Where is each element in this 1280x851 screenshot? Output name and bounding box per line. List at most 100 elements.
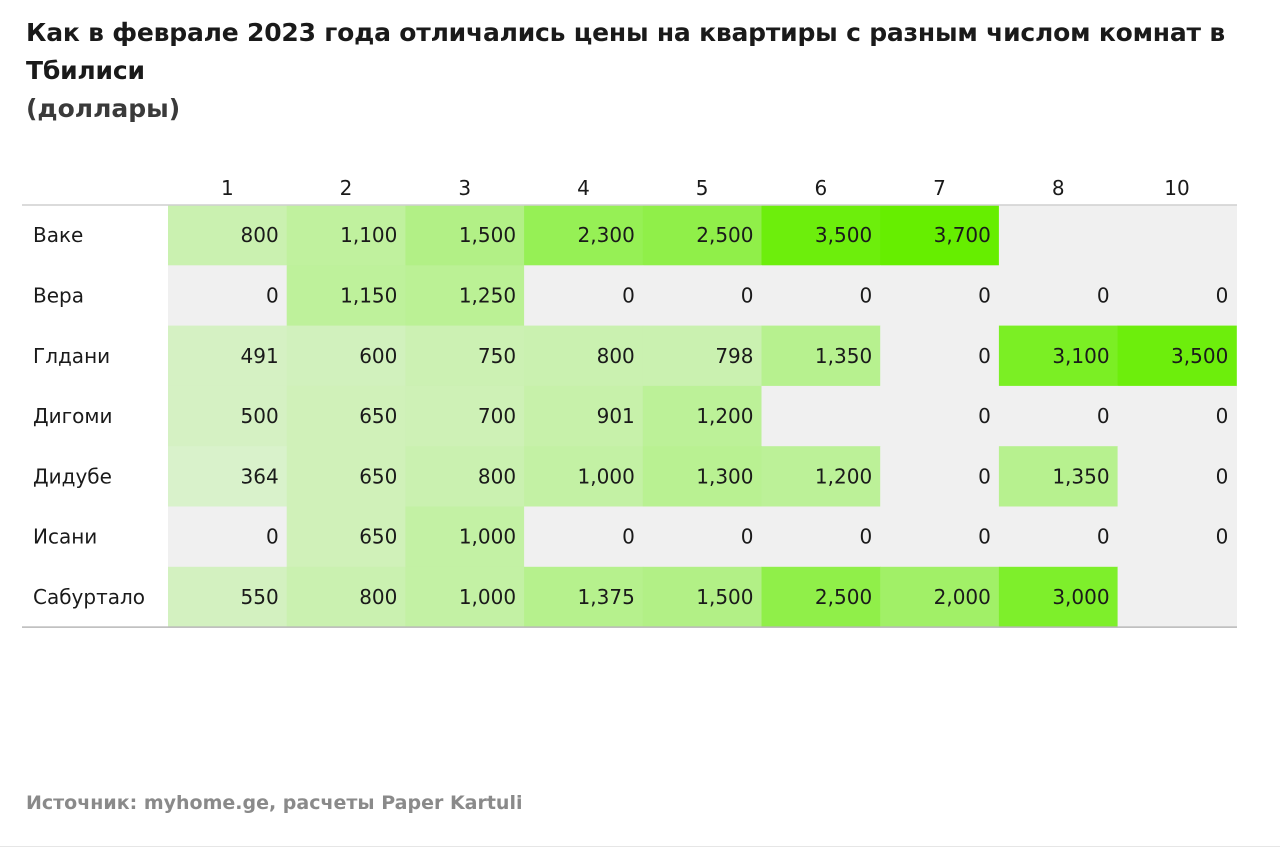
- cell-value: 3,500: [815, 223, 872, 247]
- cell-value: 1,350: [815, 344, 872, 368]
- cell-value: 1,375: [578, 585, 635, 609]
- heatmap-cell: [761, 385, 881, 447]
- heatmap-cell: [1117, 205, 1237, 266]
- heatmap-cell: [880, 446, 1000, 507]
- cell-value: 1,500: [459, 223, 516, 247]
- heatmap-cell: [1117, 385, 1237, 447]
- heatmap-cell: [998, 205, 1119, 266]
- column-header: 1: [221, 176, 234, 200]
- cell-value: 0: [1216, 404, 1229, 428]
- row-label: Глдани: [33, 344, 110, 368]
- heatmap-cell: [524, 325, 644, 387]
- row-label: Дигоми: [33, 404, 112, 428]
- heatmap-cell: [642, 265, 762, 327]
- heatmap-cell: [880, 205, 1000, 266]
- heatmap-cell: [998, 325, 1119, 387]
- heatmap-cell: [524, 506, 644, 568]
- cell-value: 2,300: [578, 223, 635, 247]
- heatmap-cell: [524, 205, 644, 266]
- heatmap-cell: [998, 265, 1119, 327]
- row-label: Ваке: [33, 223, 83, 247]
- cell-value: 1,250: [459, 283, 516, 307]
- heatmap-cell: [405, 325, 525, 387]
- cell-value: 0: [622, 525, 635, 549]
- heatmap-cell: [761, 325, 881, 387]
- row-label: Сабуртало: [33, 585, 145, 609]
- heatmap-cell: [168, 446, 288, 507]
- cell-value: 500: [241, 404, 279, 428]
- cell-value: 800: [359, 585, 397, 609]
- cell-value: 3,000: [1052, 585, 1109, 609]
- cell-value: 0: [978, 464, 991, 488]
- heatmap-cell: [405, 385, 525, 447]
- cell-value: 0: [741, 525, 754, 549]
- heatmap-cell: [168, 566, 288, 628]
- heatmap-cell: [998, 566, 1119, 628]
- bottom-divider: [0, 846, 1280, 847]
- cell-value: 491: [241, 344, 279, 368]
- heatmap-cell: [286, 265, 406, 327]
- heatmap-cell: [1117, 325, 1237, 387]
- cell-value: 1,100: [340, 223, 397, 247]
- cell-value: 1,200: [815, 464, 872, 488]
- heatmap-cell: [880, 325, 1000, 387]
- cell-value: 650: [359, 404, 397, 428]
- heatmap-cell: [1117, 506, 1237, 568]
- heatmap-cell: [998, 446, 1119, 507]
- heatmap-cell: [880, 265, 1000, 327]
- column-header: 4: [577, 176, 590, 200]
- heatmap-cell: [286, 506, 406, 568]
- cell-value: 1,000: [459, 585, 516, 609]
- cell-value: 1,000: [459, 525, 516, 549]
- cell-value: 798: [715, 344, 753, 368]
- cell-value: 0: [1097, 525, 1110, 549]
- heatmap-cell: [405, 205, 525, 266]
- cell-value: 700: [478, 404, 516, 428]
- cell-value: 1,000: [578, 464, 635, 488]
- column-header: 3: [458, 176, 471, 200]
- cell-value: 1,150: [340, 283, 397, 307]
- heatmap-cell: [761, 265, 881, 327]
- cell-value: 0: [266, 283, 279, 307]
- cell-value: 550: [241, 585, 279, 609]
- heatmap-cell: [405, 506, 525, 568]
- cell-value: 800: [597, 344, 635, 368]
- heatmap-cell: [168, 205, 288, 266]
- column-header: 10: [1164, 176, 1189, 200]
- source-note: Источник: myhome.ge, расчеты Paper Kartu…: [26, 792, 523, 814]
- cell-value: 0: [1097, 283, 1110, 307]
- heatmap-cell: [405, 446, 525, 507]
- column-header: 6: [814, 176, 827, 200]
- heatmap-cell: [286, 446, 406, 507]
- row-label: Вера: [33, 283, 84, 307]
- cell-value: 0: [1216, 283, 1229, 307]
- cell-value: 0: [1216, 525, 1229, 549]
- heatmap-cell: [761, 566, 881, 628]
- row-label: Дидубе: [33, 464, 112, 488]
- heatmap-cell: [1117, 265, 1237, 327]
- heatmap-cell: [761, 446, 881, 507]
- cell-value: 600: [359, 344, 397, 368]
- heatmap-cell: [761, 506, 881, 568]
- heatmap-cell: [524, 265, 644, 327]
- cell-value: 0: [741, 283, 754, 307]
- cell-value: 750: [478, 344, 516, 368]
- heatmap-cell: [168, 265, 288, 327]
- cell-value: 2,500: [815, 585, 872, 609]
- column-header: 8: [1052, 176, 1065, 200]
- heatmap-cell: [998, 506, 1119, 568]
- heatmap-cell: [642, 385, 762, 447]
- cell-value: 1,350: [1052, 464, 1109, 488]
- heatmap-cell: [1117, 446, 1237, 507]
- cell-value: 3,700: [934, 223, 991, 247]
- heatmap-cell: [642, 325, 762, 387]
- heatmap-cell: [405, 566, 525, 628]
- cell-value: 0: [978, 404, 991, 428]
- heatmap-cell: [286, 205, 406, 266]
- heatmap-cell: [1117, 566, 1237, 628]
- heatmap-cell: [405, 265, 525, 327]
- cell-value: 650: [359, 464, 397, 488]
- cell-value: 650: [359, 525, 397, 549]
- heatmap-cell: [524, 446, 644, 507]
